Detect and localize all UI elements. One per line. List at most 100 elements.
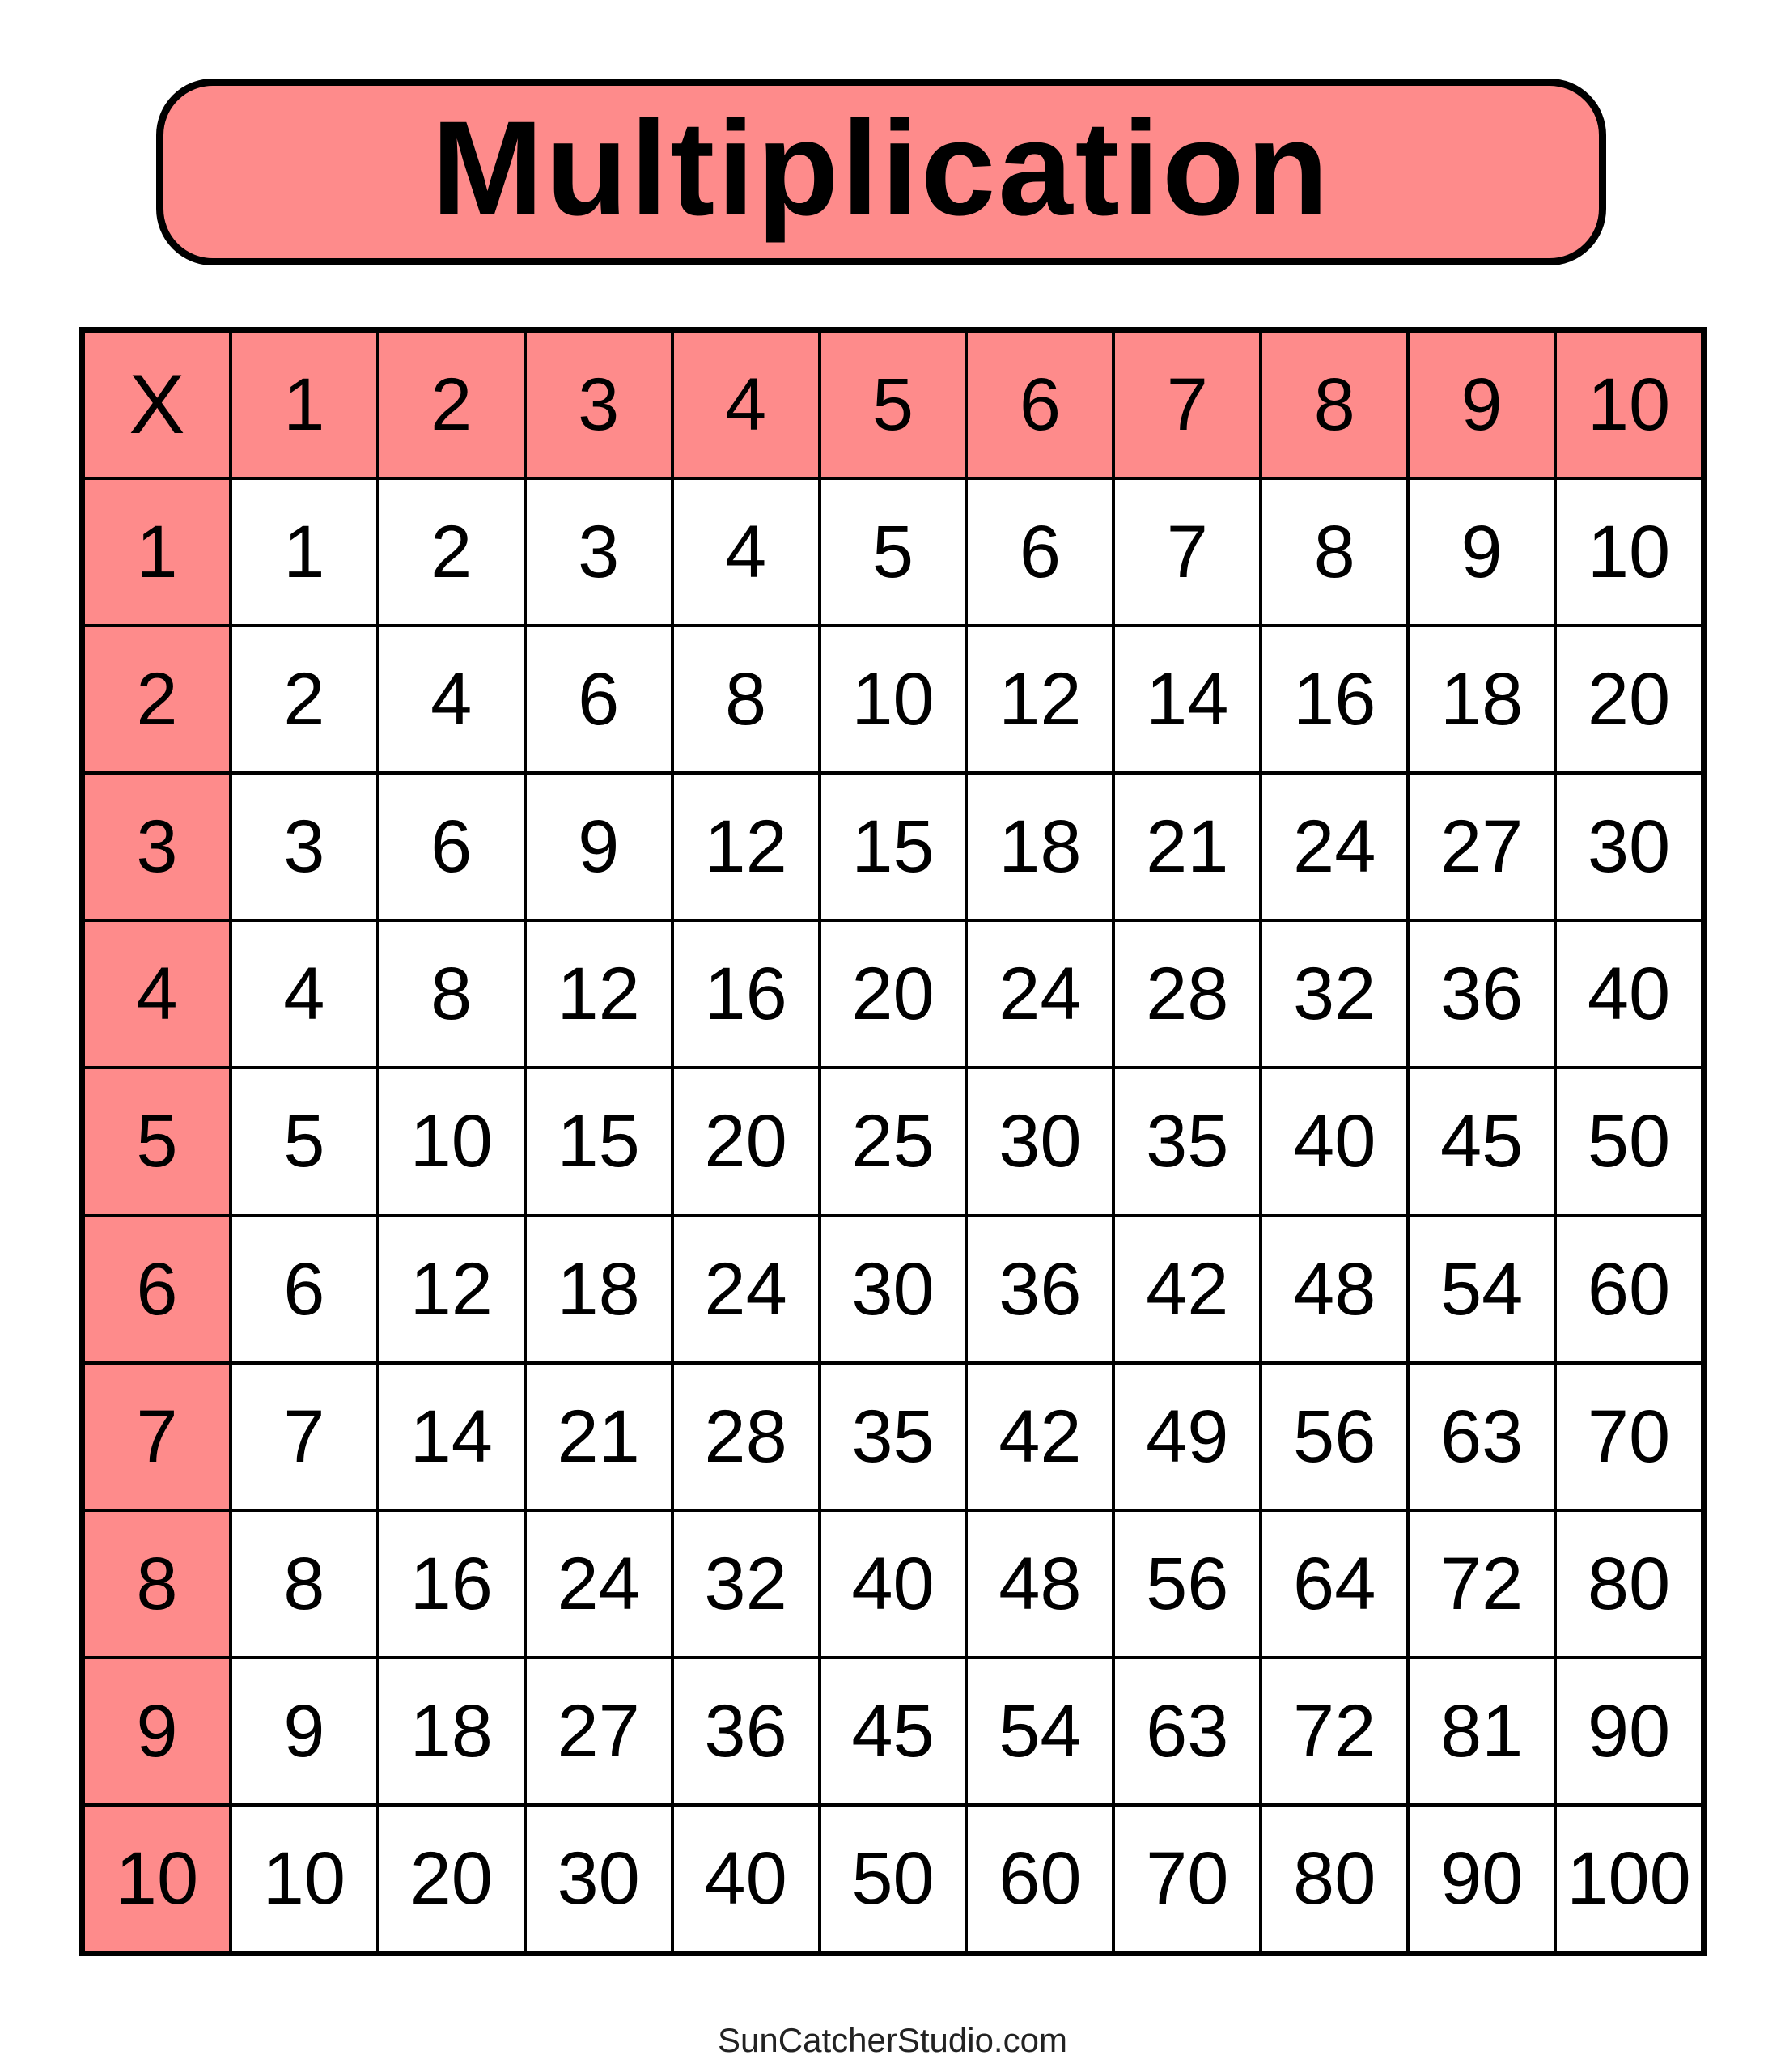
product-cell: 72 [1410,1511,1554,1656]
product-cell: 24 [1262,775,1407,919]
product-cell: 28 [673,1364,818,1509]
product-cell: 8 [1262,480,1407,625]
product-cell: 18 [968,775,1113,919]
row-header: 10 [85,1806,229,1951]
product-cell: 27 [1410,775,1554,919]
product-cell: 8 [379,922,524,1067]
title-banner: Multiplication [156,79,1606,265]
product-cell: 9 [526,775,671,919]
product-cell: 42 [968,1364,1113,1509]
row-header: 1 [85,480,229,625]
product-cell: 18 [379,1658,524,1803]
product-cell: 70 [1115,1806,1260,1951]
product-cell: 10 [820,627,965,772]
product-cell: 49 [1115,1364,1260,1509]
column-header: 1 [231,333,376,478]
product-cell: 21 [526,1364,671,1509]
product-cell: 70 [1557,1364,1701,1509]
product-cell: 10 [379,1069,524,1214]
row-header: 4 [85,922,229,1067]
product-cell: 60 [968,1806,1113,1951]
product-cell: 63 [1115,1658,1260,1803]
product-cell: 18 [1410,627,1554,772]
product-cell: 1 [231,480,376,625]
product-cell: 16 [673,922,818,1067]
column-header: 2 [379,333,524,478]
product-cell: 25 [820,1069,965,1214]
row-header: 5 [85,1069,229,1214]
product-cell: 100 [1557,1806,1701,1951]
product-cell: 56 [1262,1364,1407,1509]
product-cell: 30 [526,1806,671,1951]
product-cell: 80 [1262,1806,1407,1951]
product-cell: 90 [1557,1658,1701,1803]
product-cell: 24 [968,922,1113,1067]
product-cell: 50 [1557,1069,1701,1214]
product-cell: 14 [379,1364,524,1509]
row-header: 9 [85,1658,229,1803]
footer-credit: SunCatcherStudio.com [718,2021,1067,2059]
product-cell: 4 [231,922,376,1067]
product-cell: 15 [526,1069,671,1214]
product-cell: 6 [526,627,671,772]
column-header: 9 [1410,333,1554,478]
product-cell: 14 [1115,627,1260,772]
product-cell: 40 [1557,922,1701,1067]
product-cell: 8 [231,1511,376,1656]
product-cell: 16 [379,1511,524,1656]
product-cell: 12 [968,627,1113,772]
product-cell: 8 [673,627,818,772]
row-header: 3 [85,775,229,919]
column-header: 8 [1262,333,1407,478]
row-header: 2 [85,627,229,772]
product-cell: 12 [379,1216,524,1361]
product-cell: 36 [968,1216,1113,1361]
product-cell: 80 [1557,1511,1701,1656]
product-cell: 10 [231,1806,376,1951]
row-header: 6 [85,1216,229,1361]
product-cell: 18 [526,1216,671,1361]
product-cell: 9 [231,1658,376,1803]
product-cell: 7 [1115,480,1260,625]
product-cell: 10 [1557,480,1701,625]
product-cell: 36 [673,1658,818,1803]
product-cell: 20 [379,1806,524,1951]
product-cell: 54 [1410,1216,1554,1361]
page-title: Multiplication [431,93,1331,244]
product-cell: 3 [526,480,671,625]
product-cell: 32 [1262,922,1407,1067]
product-cell: 20 [1557,627,1701,772]
product-cell: 6 [968,480,1113,625]
corner-cell: X [85,333,229,478]
product-cell: 16 [1262,627,1407,772]
column-header: 7 [1115,333,1260,478]
product-cell: 54 [968,1658,1113,1803]
product-cell: 48 [968,1511,1113,1656]
multiplication-table: X 1 2 3 4 5 6 7 8 9 10 1 1 2 3 4 5 6 7 8 9 10 2 2 4 6 8 10 12 14 16 18 2… [79,327,1707,1956]
product-cell: 4 [379,627,524,772]
product-cell: 28 [1115,922,1260,1067]
product-cell: 45 [1410,1069,1554,1214]
product-cell: 30 [968,1069,1113,1214]
column-header: 10 [1557,333,1701,478]
product-cell: 27 [526,1658,671,1803]
product-cell: 3 [231,775,376,919]
product-cell: 12 [526,922,671,1067]
product-cell: 32 [673,1511,818,1656]
product-cell: 36 [1410,922,1554,1067]
product-cell: 24 [673,1216,818,1361]
product-cell: 5 [231,1069,376,1214]
product-cell: 9 [1410,480,1554,625]
row-header: 7 [85,1364,229,1509]
product-cell: 30 [1557,775,1701,919]
product-cell: 63 [1410,1364,1554,1509]
column-header: 3 [526,333,671,478]
product-cell: 24 [526,1511,671,1656]
product-cell: 64 [1262,1511,1407,1656]
product-cell: 12 [673,775,818,919]
row-header: 8 [85,1511,229,1656]
column-header: 6 [968,333,1113,478]
product-cell: 21 [1115,775,1260,919]
product-cell: 81 [1410,1658,1554,1803]
product-cell: 30 [820,1216,965,1361]
